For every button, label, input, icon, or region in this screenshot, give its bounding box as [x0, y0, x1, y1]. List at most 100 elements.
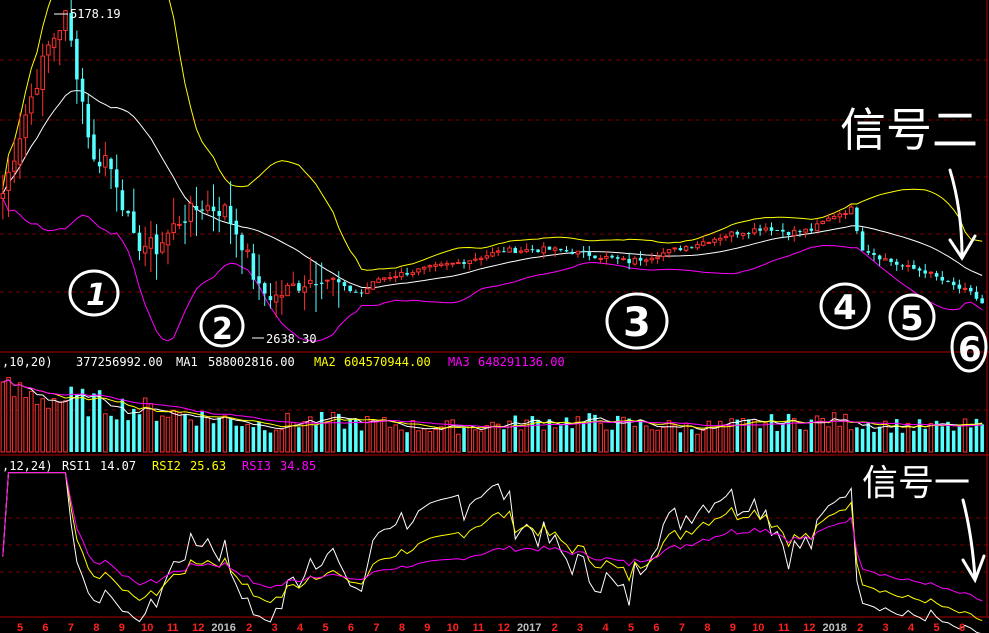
candle	[791, 225, 797, 242]
volume-bar	[877, 426, 882, 452]
volume-bar	[63, 400, 68, 453]
volume-bar	[308, 416, 313, 453]
candle	[478, 255, 484, 266]
candle	[717, 234, 723, 246]
volume-bar	[92, 393, 96, 452]
candle	[843, 210, 848, 220]
candle	[183, 204, 187, 245]
candle	[438, 261, 444, 268]
volume-bar	[837, 425, 843, 453]
candle	[205, 190, 211, 214]
volume-bar	[843, 413, 848, 453]
volume-bar	[114, 419, 119, 452]
volume-bar	[228, 419, 233, 452]
candle	[877, 254, 882, 266]
volume-ma1-label: MA1	[176, 355, 198, 369]
rsi1-label: RSI1	[62, 459, 91, 473]
volume-bar	[421, 428, 427, 453]
volume-bar	[297, 427, 301, 452]
volume-ma3-label: MA3	[448, 355, 470, 369]
volume-bar	[587, 413, 592, 452]
candle	[370, 281, 376, 291]
candle	[279, 279, 285, 315]
candle	[547, 246, 552, 250]
axis-month-label: 6	[959, 622, 965, 633]
axis-month-label: 11	[472, 622, 484, 633]
marker-circle-4	[819, 282, 871, 330]
volume-bar	[513, 415, 518, 452]
volume-bar	[889, 432, 893, 452]
volume-bar	[706, 420, 712, 453]
candle	[712, 237, 717, 246]
axis-year-label: 2017	[517, 622, 541, 633]
volume-bar	[809, 419, 814, 452]
marker-5: 5	[900, 299, 924, 339]
candle	[769, 222, 774, 236]
axis-year-label: 2016	[211, 622, 235, 633]
candle	[148, 220, 154, 273]
candle	[826, 213, 831, 222]
candle	[803, 228, 808, 238]
volume-bar	[405, 432, 409, 452]
axis-month-label: 6	[348, 622, 354, 633]
volume-bar	[638, 420, 643, 452]
axis-month-label: 3	[577, 622, 583, 633]
candle	[245, 243, 250, 259]
marker-circle-1	[68, 269, 120, 317]
volume-bar	[438, 426, 444, 453]
rsi2-line	[2, 472, 983, 622]
volume-bar	[758, 428, 762, 452]
volume-bar	[946, 421, 950, 452]
candle	[75, 30, 79, 104]
band-middle-line	[2, 89, 983, 289]
candle	[735, 230, 740, 238]
volume-bar	[649, 429, 655, 453]
candle	[319, 262, 324, 300]
candle	[855, 206, 859, 234]
candle	[593, 255, 597, 260]
volume-bar	[240, 426, 244, 452]
volume-bars	[0, 377, 984, 453]
volume-bar	[285, 412, 290, 453]
marker-circle-6	[950, 321, 988, 373]
candle	[132, 188, 136, 234]
candle	[109, 157, 113, 190]
axis-month-label: 7	[68, 622, 74, 633]
volume-bar	[11, 396, 17, 453]
volume-ma3-line	[2, 379, 983, 428]
candle	[604, 251, 609, 265]
candle	[559, 248, 563, 252]
candle	[456, 258, 461, 265]
candle	[530, 244, 535, 253]
candle	[962, 282, 968, 293]
candle	[473, 252, 478, 262]
signal-2-arrow	[948, 168, 977, 261]
candle	[866, 244, 871, 256]
candle	[194, 186, 199, 237]
volume-bar	[541, 429, 547, 453]
axis-month-label: 12	[498, 622, 510, 633]
axis-month-label: 9	[424, 622, 430, 633]
volume-bar	[655, 429, 660, 453]
axis-month-label: 10	[447, 622, 459, 633]
volume-bar	[974, 418, 979, 452]
candle	[643, 257, 649, 266]
volume-bar	[126, 420, 130, 452]
volume-bar	[142, 397, 148, 453]
candle	[97, 148, 102, 174]
volume-bar	[536, 419, 540, 452]
volume-bar	[917, 419, 922, 452]
candle	[541, 241, 547, 259]
candle	[621, 255, 626, 261]
axis-month-label: 5	[322, 622, 328, 633]
candle	[746, 231, 751, 239]
candle	[905, 260, 911, 272]
svg-text:,12,24) RSI1 14.07: ,12,24) RSI1 14.07 RSI2 25.63 RSI3 34.85	[2, 459, 316, 473]
candle	[536, 248, 540, 253]
marker-2: 2	[212, 312, 233, 347]
candle	[786, 231, 791, 241]
candle	[552, 246, 558, 257]
volume-bar	[188, 419, 194, 453]
volume-bar	[330, 411, 336, 453]
